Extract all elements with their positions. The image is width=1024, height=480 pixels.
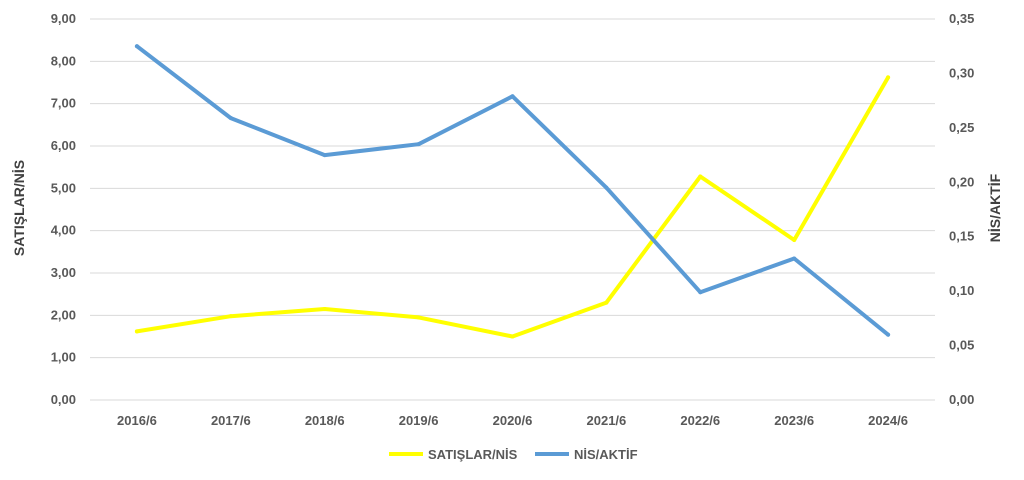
data-point xyxy=(698,174,703,179)
legend-label-nis-aktif: NİS/AKTİF xyxy=(574,447,638,462)
right-tick-label: 0,30 xyxy=(949,65,974,80)
left-tick-label: 6,00 xyxy=(51,138,76,153)
left-tick-label: 1,00 xyxy=(51,350,76,365)
legend: SATIŞLAR/NİS NİS/AKTİF xyxy=(389,447,638,462)
data-point xyxy=(886,332,891,337)
x-tick-label: 2022/6 xyxy=(680,413,720,428)
data-point xyxy=(228,314,233,319)
right-tick-label: 0,35 xyxy=(949,11,974,26)
data-point xyxy=(134,44,139,49)
right-tick-label: 0,10 xyxy=(949,283,974,298)
right-tick-label: 0,00 xyxy=(949,392,974,407)
legend-label-satislar-nis: SATIŞLAR/NİS xyxy=(428,447,518,462)
right-axis-title: NİS/AKTİF xyxy=(987,173,1003,242)
data-point xyxy=(792,256,797,261)
left-tick-label: 8,00 xyxy=(51,53,76,68)
data-point xyxy=(228,116,233,121)
data-point xyxy=(416,315,421,320)
x-tick-label: 2018/6 xyxy=(305,413,345,428)
x-tick-label: 2024/6 xyxy=(868,413,908,428)
left-tick-label: 0,00 xyxy=(51,392,76,407)
right-tick-label: 0,20 xyxy=(949,174,974,189)
right-tick-label: 0,15 xyxy=(949,229,974,244)
left-tick-label: 3,00 xyxy=(51,265,76,280)
data-point xyxy=(604,185,609,190)
series-line-nis-aktif xyxy=(134,44,891,337)
data-point xyxy=(134,329,139,334)
data-point xyxy=(886,75,891,80)
data-point xyxy=(604,300,609,305)
right-axis-ticks: 0,00 0,05 0,10 0,15 0,20 0,25 0,30 0,35 xyxy=(949,11,974,407)
data-point xyxy=(322,153,327,158)
left-tick-label: 2,00 xyxy=(51,307,76,322)
gridlines xyxy=(90,18,935,401)
data-point xyxy=(792,237,797,242)
left-tick-label: 4,00 xyxy=(51,223,76,238)
series-line-satislar-nis xyxy=(134,75,891,339)
right-tick-label: 0,25 xyxy=(949,120,974,135)
x-tick-label: 2016/6 xyxy=(117,413,157,428)
x-tick-label: 2023/6 xyxy=(774,413,814,428)
x-tick-label: 2017/6 xyxy=(211,413,251,428)
right-tick-label: 0,05 xyxy=(949,338,974,353)
data-point xyxy=(416,142,421,147)
left-tick-label: 7,00 xyxy=(51,96,76,111)
data-point xyxy=(510,334,515,339)
series-lines xyxy=(134,44,891,339)
left-tick-label: 5,00 xyxy=(51,180,76,195)
x-axis-ticks: 2016/6 2017/6 2018/6 2019/6 2020/6 2021/6 2022… xyxy=(117,413,908,428)
x-tick-label: 2019/6 xyxy=(399,413,439,428)
left-tick-label: 9,00 xyxy=(51,11,76,26)
data-point xyxy=(698,290,703,295)
data-point xyxy=(510,94,515,99)
data-point xyxy=(322,306,327,311)
x-tick-label: 2020/6 xyxy=(493,413,533,428)
left-axis-ticks: 0,00 1,00 2,00 3,00 4,00 5,00 6,00 7,00 8,00 9,00 xyxy=(51,11,76,407)
left-axis-title: SATIŞLAR/NİS xyxy=(11,160,27,256)
x-tick-label: 2021/6 xyxy=(587,413,627,428)
